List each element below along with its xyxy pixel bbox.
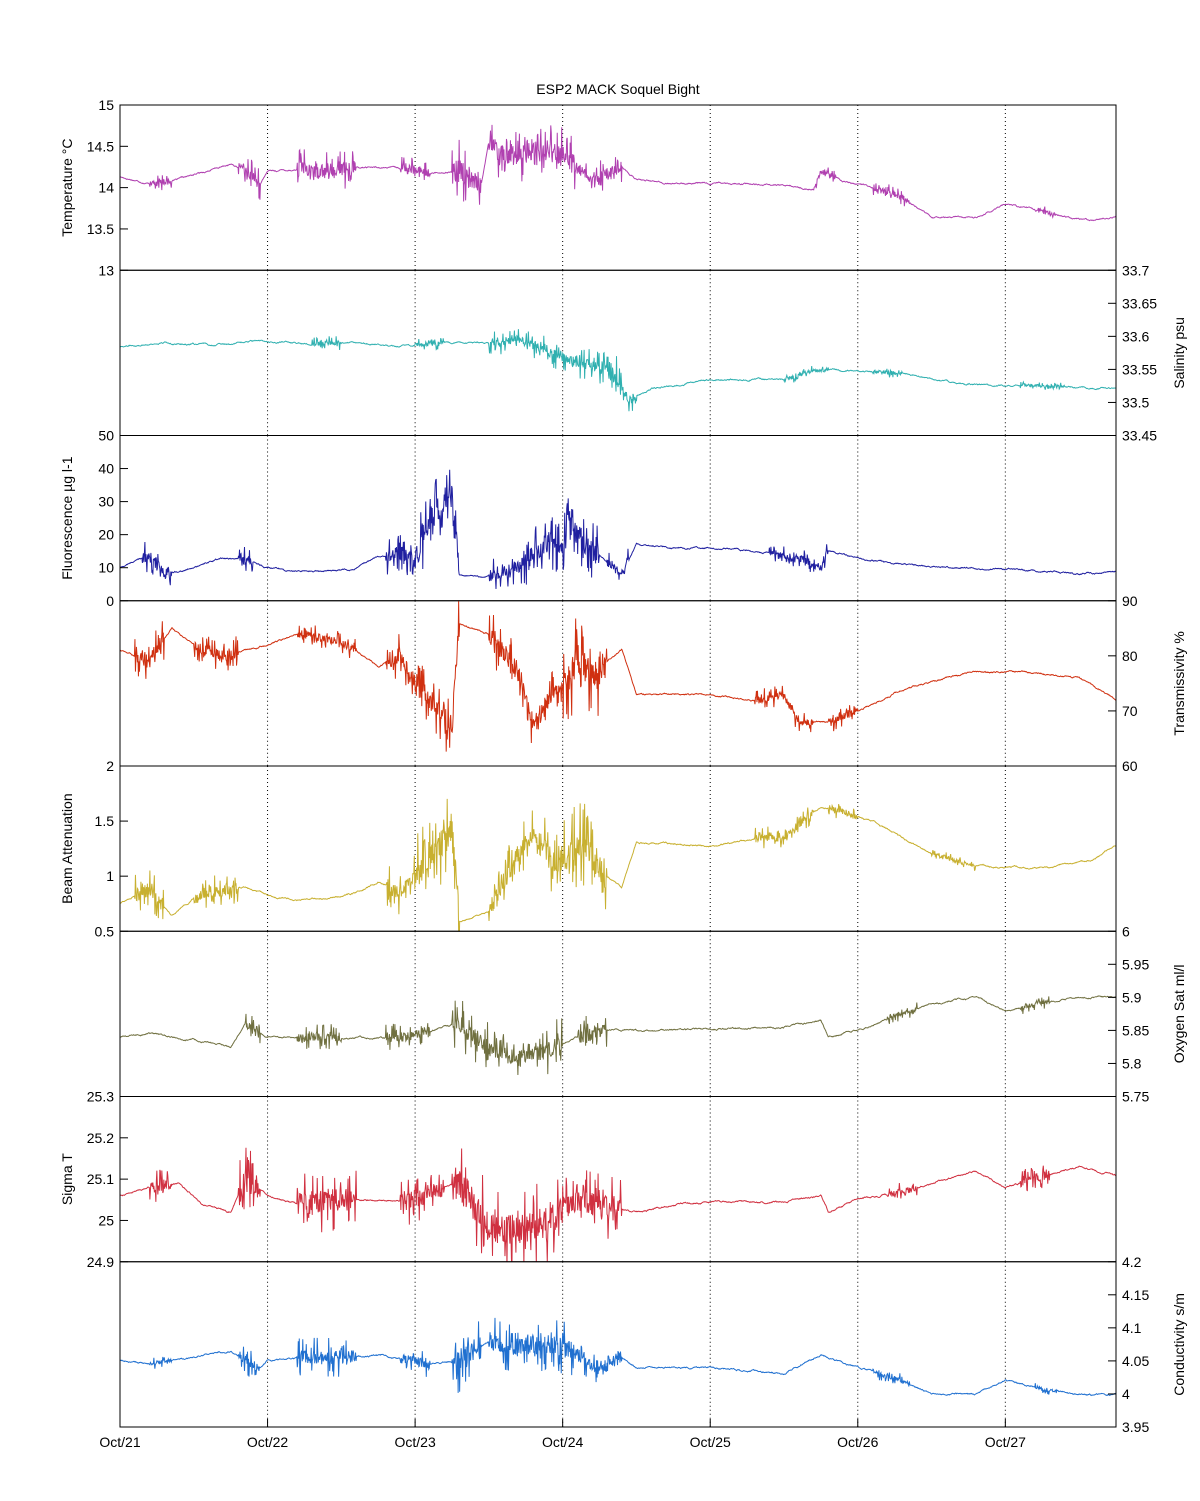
ytick-label-temperature: 14: [98, 180, 114, 196]
ytick-label-salinity: 33.45: [1122, 428, 1157, 444]
ytick-label-beam_attenuation: 2: [106, 758, 114, 774]
ytick-label-fluorescence: 10: [98, 560, 114, 576]
panel-beam_attenuation: 0.5 1 1.5 2 Beam Attenuation: [59, 758, 1117, 939]
ytick-label-fluorescence: 30: [98, 494, 114, 510]
panel-frame-fluorescence: [119, 435, 1117, 602]
ytick-label-temperature: 13: [98, 262, 114, 278]
series-line-fluorescence: [120, 469, 1116, 589]
ylabel-oxygen: Oxygen Sat ml/l: [1171, 964, 1187, 1063]
panel-conductivity: 3.95 4 4.05 4.1 4.15 4.2 Conductivity s/m: [119, 1254, 1187, 1435]
ytick-label-salinity: 33.55: [1122, 361, 1157, 377]
panel-frame-temperature: [119, 104, 1117, 271]
ytick-label-salinity: 33.7: [1122, 262, 1149, 278]
ytick-label-sigma_t: 24.9: [87, 1254, 114, 1270]
panel-sigma_t: 24.9 25 25.1 25.2 25.3 Sigma T: [59, 1089, 1117, 1270]
x-axis: Oct/21 Oct/22 Oct/23 Oct/24 Oct/25 Oct/26 Oct/…: [99, 1419, 1026, 1450]
panel-salinity: 33.45 33.5 33.55 33.6 33.65 33.7 Salinity psu: [119, 262, 1187, 444]
ytick-label-oxygen: 5.95: [1122, 956, 1149, 972]
panel-frame-oxygen: [119, 930, 1117, 1097]
ytick-label-salinity: 33.6: [1122, 328, 1149, 344]
ytick-label-temperature: 13.5: [87, 221, 114, 237]
panel-fluorescence: 0 10 20 30 40 50 Fluorescence µg l-1: [59, 428, 1117, 609]
ytick-label-fluorescence: 0: [106, 593, 114, 609]
series-line-salinity: [120, 329, 1116, 412]
xtick-label: Oct/26: [837, 1434, 878, 1450]
ytick-label-temperature: 14.5: [87, 138, 114, 154]
ytick-label-oxygen: 6: [1122, 923, 1130, 939]
ylabel-conductivity: Conductivity s/m: [1171, 1293, 1187, 1396]
ytick-label-sigma_t: 25.3: [87, 1089, 114, 1105]
ytick-label-salinity: 33.65: [1122, 295, 1157, 311]
xtick-label: Oct/25: [690, 1434, 731, 1450]
ytick-label-conductivity: 4.05: [1122, 1353, 1149, 1369]
ytick-label-salinity: 33.5: [1122, 394, 1149, 410]
panel-frame-conductivity: [119, 1261, 1117, 1428]
series-line-transmissivity: [120, 600, 1116, 752]
ytick-label-conductivity: 4.15: [1122, 1287, 1149, 1303]
ytick-label-transmissivity: 80: [1122, 648, 1138, 664]
ytick-label-oxygen: 5.75: [1122, 1089, 1149, 1105]
panel-frame-beam_attenuation: [119, 765, 1117, 932]
ytick-label-beam_attenuation: 1.5: [95, 813, 115, 829]
ylabel-beam_attenuation: Beam Attenuation: [59, 793, 75, 904]
ytick-label-beam_attenuation: 1: [106, 868, 114, 884]
series-line-temperature: [120, 124, 1116, 222]
panel-frame-salinity: [119, 269, 1117, 436]
ytick-label-sigma_t: 25.2: [87, 1130, 114, 1146]
ytick-label-fluorescence: 20: [98, 527, 114, 543]
ytick-label-sigma_t: 25.1: [87, 1171, 114, 1187]
ylabel-temperature: Temperature °C: [59, 139, 75, 237]
xtick-label: Oct/22: [247, 1434, 288, 1450]
ytick-label-fluorescence: 50: [98, 428, 114, 444]
chart-title: ESP2 MACK Soquel Bight: [536, 81, 700, 97]
ytick-label-oxygen: 5.85: [1122, 1022, 1149, 1038]
panel-temperature: 13 13.5 14 14.5 15 Temperature °C: [59, 97, 1117, 278]
panel-frame-transmissivity: [119, 600, 1117, 767]
panel-transmissivity: 60 70 80 90 Transmissivity %: [119, 593, 1187, 774]
ytick-label-oxygen: 5.8: [1122, 1055, 1142, 1071]
ytick-label-conductivity: 4.1: [1122, 1320, 1142, 1336]
xtick-label: Oct/23: [394, 1434, 435, 1450]
ylabel-sigma_t: Sigma T: [59, 1153, 75, 1205]
ylabel-salinity: Salinity psu: [1171, 317, 1187, 389]
ytick-label-fluorescence: 40: [98, 461, 114, 477]
ytick-label-sigma_t: 25: [98, 1212, 114, 1228]
panel-oxygen: 5.75 5.8 5.85 5.9 5.95 6 Oxygen Sat ml/l: [119, 923, 1187, 1105]
ytick-label-transmissivity: 90: [1122, 593, 1138, 609]
xtick-label: Oct/21: [99, 1434, 140, 1450]
panel-frame-sigma_t: [119, 1096, 1117, 1263]
ytick-label-conductivity: 3.95: [1122, 1419, 1149, 1435]
series-line-beam_attenuation: [120, 798, 1116, 932]
ytick-label-transmissivity: 60: [1122, 758, 1138, 774]
xtick-label: Oct/24: [542, 1434, 583, 1450]
ytick-label-beam_attenuation: 0.5: [95, 923, 115, 939]
series-line-sigma_t: [120, 1147, 1116, 1262]
ytick-label-conductivity: 4: [1122, 1386, 1130, 1402]
ylabel-transmissivity: Transmissivity %: [1171, 631, 1187, 736]
ylabel-fluorescence: Fluorescence µg l-1: [59, 456, 75, 579]
series-line-conductivity: [120, 1317, 1116, 1397]
xtick-label: Oct/27: [985, 1434, 1026, 1450]
ytick-label-transmissivity: 70: [1122, 703, 1138, 719]
ytick-label-temperature: 15: [98, 97, 114, 113]
series-line-oxygen: [120, 995, 1116, 1075]
ytick-label-conductivity: 4.2: [1122, 1254, 1142, 1270]
ytick-label-oxygen: 5.9: [1122, 989, 1142, 1005]
